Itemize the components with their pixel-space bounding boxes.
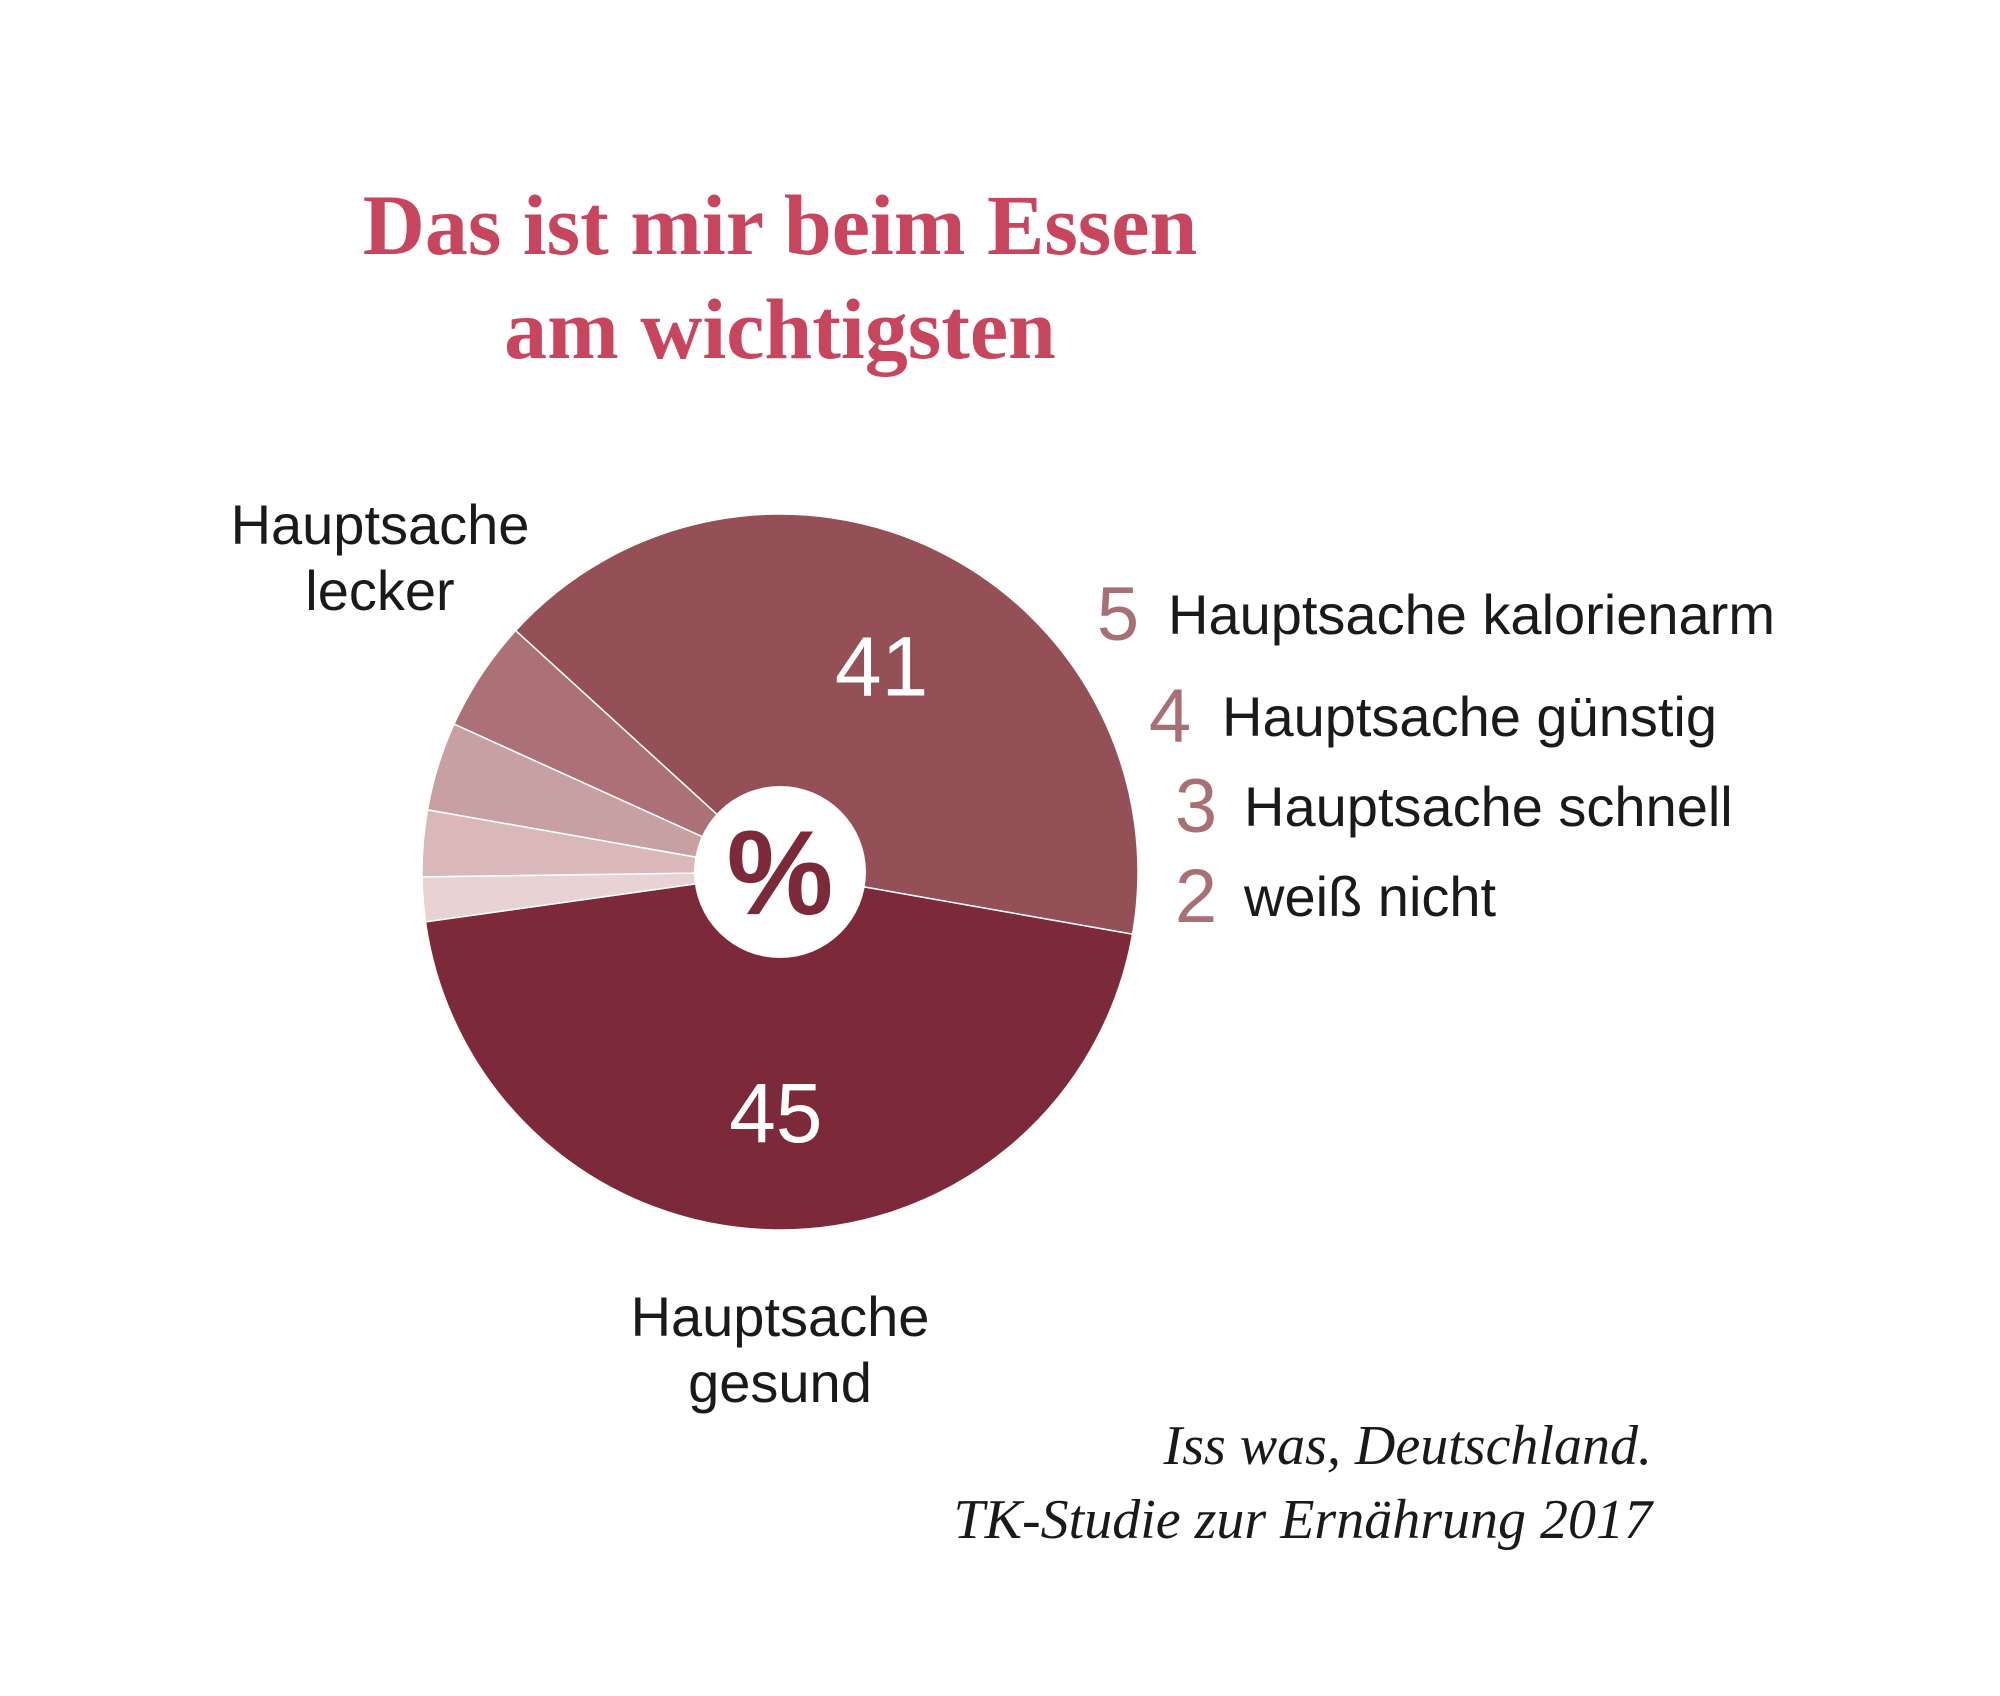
category-label-hauptsache-guenstig: Hauptsache günstig [1222, 685, 1717, 748]
value-label-weiss-nicht: 2 [1175, 854, 1217, 939]
value-label-hauptsache-kalorienarm: 5 [1097, 572, 1139, 657]
pie-slices [421, 513, 1139, 1231]
chart-title-line-1: Das ist mir beim Essen [363, 177, 1198, 273]
category-label-hauptsache-schnell: Hauptsache schnell [1244, 775, 1733, 838]
category-label-weiss-nicht: weiß nicht [1243, 865, 1497, 928]
source-line-2: TK-Studie zur Ernährung 2017 [954, 1489, 1654, 1551]
percent-symbol: % [727, 806, 834, 940]
pie-slice-hauptsache-gesund [424, 871, 1134, 1231]
value-label-hauptsache-lecker: 41 [835, 620, 928, 714]
category-label-hauptsache-gesund-line-1: Hauptsache [631, 1285, 930, 1348]
center-badge [694, 786, 866, 958]
chart-title-line-2: am wichtigsten [504, 281, 1056, 377]
category-label-hauptsache-kalorienarm: Hauptsache kalorienarm [1168, 583, 1775, 646]
value-label-hauptsache-gesund: 45 [729, 1066, 822, 1160]
source-line-1: Iss was, Deutschland. [1163, 1415, 1652, 1477]
category-label-hauptsache-gesund-line-2: gesund [688, 1351, 872, 1414]
pie-slice-hauptsache-lecker [514, 513, 1139, 936]
pie-slice-weiss-nicht [421, 871, 781, 923]
category-label-hauptsache-lecker-line-1: Hauptsache [231, 493, 530, 556]
value-label-hauptsache-schnell: 3 [1175, 764, 1217, 849]
category-label-hauptsache-lecker-line-2: lecker [305, 559, 454, 622]
value-label-hauptsache-guenstig: 4 [1149, 674, 1191, 759]
